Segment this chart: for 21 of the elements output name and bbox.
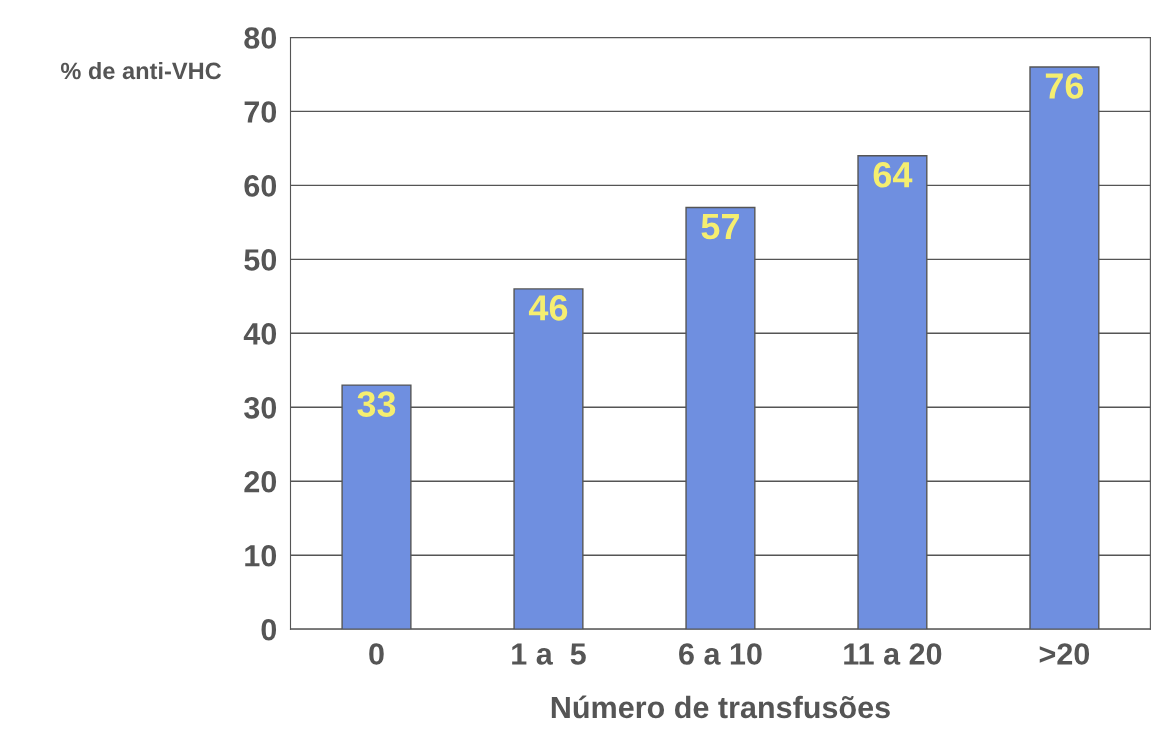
x-tick-label: >20 — [1039, 643, 1090, 665]
y-tick-label: 50 — [244, 249, 277, 271]
y-tick-label: 20 — [244, 470, 277, 493]
y-tick-label: 70 — [244, 101, 277, 123]
y-axis-title: % de anti-VHC — [60, 61, 222, 80]
x-tick-label: 1 a 5 — [512, 643, 586, 665]
y-tick-label: 80 — [244, 27, 277, 49]
x-tick-label: 6 a 10 — [679, 643, 762, 665]
data-label: 57 — [701, 214, 739, 240]
x-tick-label: 11 a 20 — [844, 643, 942, 665]
y-tick-label: 10 — [245, 544, 277, 567]
y-tick-label: 40 — [243, 323, 277, 345]
x-axis-title: Número de transfusões — [551, 695, 890, 719]
data-label: 64 — [873, 161, 913, 188]
y-tick-label: 0 — [261, 618, 277, 641]
y-tick-label: 30 — [244, 397, 277, 419]
data-label: 33 — [357, 391, 396, 417]
x-tick-label: 0 — [369, 643, 384, 665]
data-label: 46 — [528, 295, 568, 321]
y-tick-label: 60 — [244, 175, 277, 197]
data-label: 76 — [1045, 73, 1084, 99]
